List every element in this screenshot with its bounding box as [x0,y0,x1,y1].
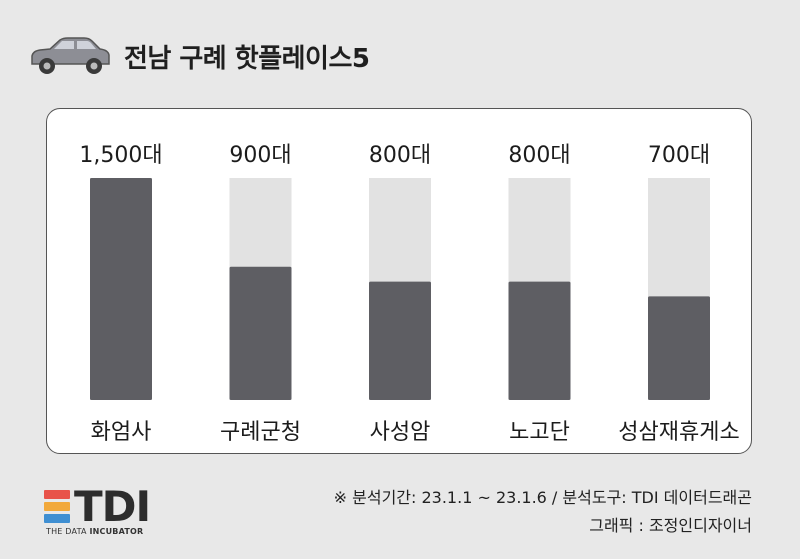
category-label-2: 사성암 [370,420,431,445]
logo-sub-light: THE DATA [46,527,90,536]
logo-stripe-red [44,490,70,499]
logo-subtitle: THE DATA INCUBATOR [46,527,143,536]
bar-1 [229,266,292,400]
logo-sub-bold: INCUBATOR [89,527,144,536]
logo-stripe-orange [44,502,70,511]
title-row: 전남 구례 핫플레이스5 [26,34,370,78]
category-label-3: 노고단 [509,420,570,445]
value-label-2: 800대 [369,143,431,168]
category-label-1: 구례군청 [220,420,301,445]
bar-2 [369,281,431,400]
tdi-logo: TDI THE DATA INCUBATOR [44,482,174,541]
bar-0 [90,178,152,400]
category-label-4: 성삼재휴게소 [618,420,739,445]
logo-stripe-blue [44,514,70,523]
value-label-1: 900대 [229,143,291,168]
value-label-0: 1,500대 [79,143,162,168]
value-label-3: 800대 [508,143,570,168]
graphic-credit: 그래픽 : 조정인디자이너 [589,516,752,535]
chart-title: 전남 구례 핫플레이스5 [124,43,370,74]
source-period: ※ 분석기간: 23.1.1 ~ 23.1.6 / 분석도구: TDI 데이터드… [333,488,752,507]
value-label-4: 700대 [648,143,710,168]
logo-text: TDI [74,482,151,531]
car-icon [31,37,110,74]
logo-stripes [44,490,70,524]
source-note: ※ 분석기간: 23.1.1 ~ 23.1.6 / 분석도구: TDI 데이터드… [334,484,752,540]
category-label-0: 화엄사 [91,420,152,445]
bar-4 [648,296,710,400]
bar-3 [508,281,571,400]
